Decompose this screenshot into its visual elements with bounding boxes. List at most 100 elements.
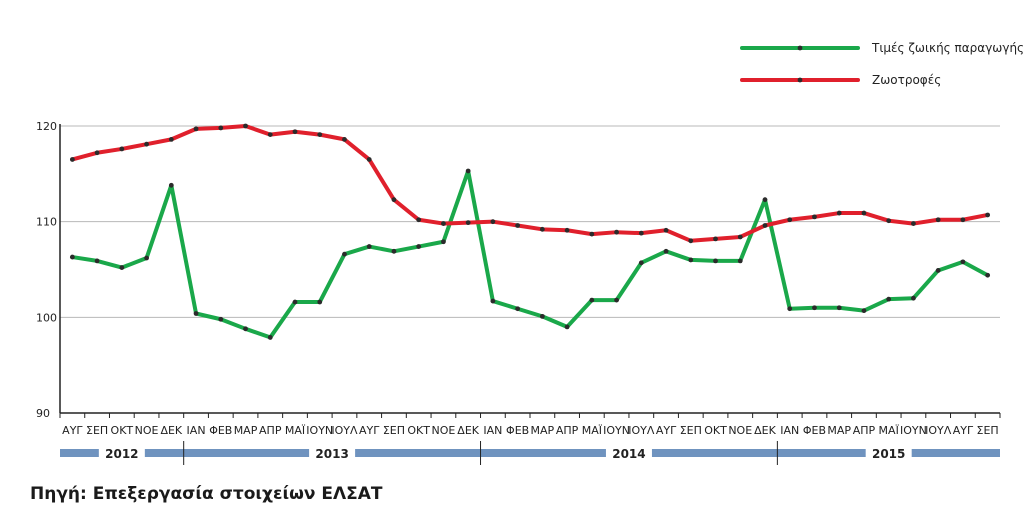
data-point <box>366 244 372 249</box>
x-tick-label: ΑΥΓ <box>953 424 974 437</box>
data-point <box>787 306 793 312</box>
legend: Τιμές ζωικής παραγωγής Ζωοτροφές <box>740 41 1024 87</box>
x-tick-label: ΑΠΡ <box>556 424 579 437</box>
data-point <box>737 258 743 264</box>
data-point <box>342 136 347 142</box>
x-tick-label: ΟΚΤ <box>407 424 430 437</box>
year-label-bg <box>865 446 912 460</box>
data-point <box>985 212 991 218</box>
year-label: 2015 <box>872 447 905 461</box>
x-tick-label: ΙΟΥΝ <box>900 424 927 437</box>
data-point <box>935 268 941 273</box>
data-point <box>366 157 372 162</box>
data-point <box>193 126 199 132</box>
data-point <box>441 239 446 245</box>
data-point <box>243 123 248 129</box>
legend-marker <box>797 45 803 51</box>
data-point <box>218 125 224 131</box>
x-tick-label: ΜΑΡ <box>234 424 258 437</box>
x-tick-label: ΦΕΒ <box>803 424 826 437</box>
data-point <box>144 141 149 147</box>
x-tick-label: ΑΥΓ <box>656 424 677 437</box>
x-tick-label: ΙΟΥΛ <box>331 424 358 437</box>
data-point <box>762 197 768 203</box>
y-tick-label: 90 <box>36 407 50 420</box>
x-tick-label: ΙΟΥΝ <box>603 424 630 437</box>
data-point <box>713 258 718 264</box>
data-point <box>94 258 100 264</box>
data-point <box>144 255 149 261</box>
data-point <box>292 299 298 305</box>
x-tick-label: ΝΟΕ <box>135 424 159 437</box>
data-point <box>490 219 496 225</box>
grid-lines <box>60 125 1000 318</box>
data-point <box>119 265 125 270</box>
data-point <box>861 210 867 216</box>
x-tick-label: ΑΠΡ <box>259 424 282 437</box>
x-tick-label: ΙΟΥΛ <box>925 424 952 437</box>
x-tick-label: ΙΟΥΝ <box>306 424 333 437</box>
data-point <box>812 305 817 311</box>
data-point <box>342 251 347 257</box>
x-tick-label: ΜΑΡ <box>827 424 851 437</box>
x-tick-label: ΔΕΚ <box>160 424 182 437</box>
x-tick-label: ΑΥΓ <box>359 424 380 437</box>
year-label: 2012 <box>105 447 138 461</box>
x-tick-label: ΜΑΪ <box>879 424 900 437</box>
data-point <box>614 229 619 235</box>
x-tick-label: ΜΑΪ <box>285 424 306 437</box>
y-tick-label: 100 <box>36 311 57 324</box>
x-tick-label: ΙΑΝ <box>780 424 799 437</box>
x-tick-label: ΦΕΒ <box>506 424 529 437</box>
data-point <box>688 238 694 244</box>
x-tick-label: ΑΥΓ <box>62 424 83 437</box>
data-point <box>564 324 570 330</box>
x-tick-label: ΜΑΪ <box>582 424 603 437</box>
data-point <box>762 223 768 228</box>
data-point <box>292 129 298 135</box>
data-point <box>911 221 916 226</box>
data-point <box>638 260 644 266</box>
data-point <box>564 227 570 233</box>
data-point <box>539 226 545 232</box>
data-point <box>490 298 496 304</box>
data-point <box>465 220 471 226</box>
data-point <box>317 132 323 138</box>
x-tick-label: ΟΚΤ <box>704 424 727 437</box>
data-point <box>515 223 521 228</box>
data-point <box>638 230 644 236</box>
data-point <box>960 217 966 223</box>
data-point <box>465 168 471 174</box>
x-tick-label: ΦΕΒ <box>209 424 232 437</box>
year-band-bar <box>60 449 1000 457</box>
x-tick-label: ΝΟΕ <box>431 424 455 437</box>
x-tick-label: ΝΟΕ <box>728 424 752 437</box>
data-point <box>193 311 199 316</box>
y-tick-label: 120 <box>36 120 57 133</box>
x-tick-label: ΣΕΠ <box>680 424 702 437</box>
x-tick-label: ΙΟΥΛ <box>628 424 655 437</box>
data-point <box>960 259 966 265</box>
data-point <box>787 217 793 223</box>
x-tick-label: ΣΕΠ <box>86 424 108 437</box>
source-note: Πηγή: Επεξεργασία στοιχείων ΕΛΣΑΤ <box>30 484 383 504</box>
y-axis: 90 100 110 120 <box>36 120 61 420</box>
data-point <box>713 236 718 242</box>
year-label-bg <box>309 446 356 460</box>
data-point <box>614 297 619 303</box>
data-point <box>589 297 595 303</box>
data-point <box>243 326 248 332</box>
data-point <box>69 157 75 162</box>
x-tick-label: ΙΑΝ <box>483 424 502 437</box>
year-label-bg <box>98 446 145 460</box>
series-layer <box>69 123 991 340</box>
data-point <box>119 146 125 152</box>
series-line <box>70 124 990 243</box>
data-point <box>69 254 75 260</box>
x-tick-label: ΟΚΤ <box>111 424 134 437</box>
data-point <box>935 217 941 223</box>
x-tick-label: ΔΕΚ <box>457 424 479 437</box>
year-label-bg <box>605 446 652 460</box>
data-point <box>317 299 323 305</box>
data-point <box>441 221 446 226</box>
